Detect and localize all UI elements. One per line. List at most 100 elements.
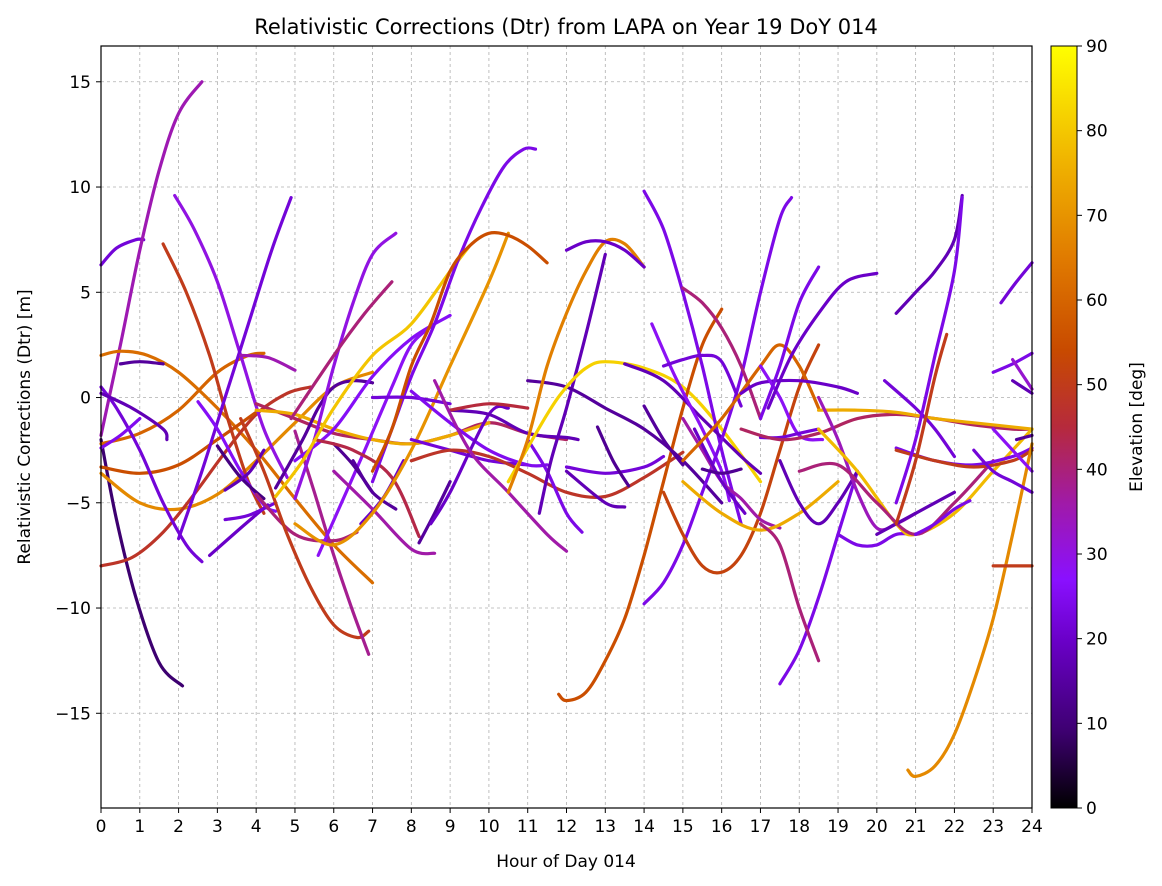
satellite-track: [1014, 433, 1034, 442]
satellite-track: [739, 378, 859, 395]
satellite-track: [623, 362, 763, 475]
x-tick-label: 16: [711, 817, 733, 837]
x-tick-label: 14: [633, 817, 655, 837]
y-axis-label: Relativistic Corrections (Dtr) [m]: [15, 289, 35, 564]
satellite-track: [778, 459, 859, 526]
satellite-track: [681, 480, 840, 532]
x-tick-label: 23: [982, 817, 1004, 837]
y-tick-label: −15: [55, 704, 91, 724]
satellite-track: [99, 80, 204, 437]
satellite-track: [1011, 358, 1034, 391]
satellite-track: [293, 231, 510, 547]
satellite-track: [118, 360, 165, 366]
colorbar-tick-label: 90: [1086, 37, 1108, 57]
satellite-track: [293, 429, 371, 656]
satellite-track: [370, 395, 452, 406]
satellite-track: [817, 408, 1034, 431]
x-tick-label: 22: [944, 817, 966, 837]
satellite-track: [223, 448, 266, 492]
satellite-track: [526, 438, 584, 534]
satellite-track: [681, 417, 782, 530]
y-tick-label: −5: [66, 494, 91, 514]
x-tick-label: 20: [866, 817, 888, 837]
colorbar: [1050, 45, 1078, 809]
y-tick-label: −10: [55, 599, 91, 619]
x-tick-label: 6: [328, 817, 339, 837]
x-tick-label: 18: [788, 817, 810, 837]
colorbar-tick-label: 10: [1086, 714, 1108, 734]
satellite-track: [758, 364, 825, 442]
satellite-track: [99, 385, 204, 564]
satellite-track: [758, 522, 821, 663]
satellite-track: [972, 448, 1034, 494]
y-tick-label: 5: [80, 283, 91, 303]
x-tick-label: 7: [367, 817, 378, 837]
x-tick-label: 15: [672, 817, 694, 837]
x-tick-label: 5: [290, 817, 301, 837]
colorbar-tick-label: 40: [1086, 460, 1108, 480]
satellite-track: [239, 417, 371, 640]
x-tick-label: 3: [212, 817, 223, 837]
x-tick-label: 24: [1021, 817, 1043, 837]
satellite-track: [642, 189, 743, 526]
x-tick-label: 11: [517, 817, 539, 837]
satellite-track: [758, 265, 821, 421]
colorbar-tick-label: 20: [1086, 630, 1108, 650]
colorbar-label: Elevation [deg]: [1127, 362, 1147, 492]
satellite-track: [906, 442, 1034, 779]
x-tick-label: 2: [173, 817, 184, 837]
chart-title: Relativistic Corrections (Dtr) from LAPA…: [254, 15, 878, 39]
y-tick-label: 0: [80, 389, 91, 409]
x-tick-label: 12: [556, 817, 578, 837]
satellite-track: [778, 469, 859, 686]
satellite-track: [766, 271, 879, 410]
colorbar-tick-label: 80: [1086, 122, 1108, 142]
satellite-track: [506, 237, 646, 494]
x-tick-label: 10: [478, 817, 500, 837]
satellite-track: [370, 231, 549, 473]
satellite-track: [332, 469, 437, 556]
x-tick-label: 4: [251, 817, 262, 837]
satellite-track: [1011, 379, 1034, 395]
satellite-track: [564, 454, 666, 475]
satellite-track: [409, 438, 530, 467]
satellite-track: [448, 408, 580, 442]
satellite-track: [595, 425, 631, 488]
satellite-track: [642, 196, 794, 606]
satellite-track: [215, 444, 266, 501]
satellite-track: [99, 349, 375, 585]
colorbar-tick-label: 60: [1086, 291, 1108, 311]
satellite-track: [537, 252, 607, 515]
satellite-track: [650, 322, 731, 503]
satellite-track: [875, 490, 956, 536]
satellite-track: [177, 196, 293, 541]
satellite-track: [661, 343, 821, 575]
satellite-track: [526, 379, 724, 505]
satellite-track: [700, 467, 743, 475]
satellite-track: [894, 193, 964, 315]
x-tick-label: 13: [594, 817, 616, 837]
x-axis-label: Hour of Day 014: [496, 852, 636, 872]
satellite-track: [316, 322, 437, 557]
satellite-track: [99, 370, 375, 512]
satellite-track: [99, 438, 185, 688]
satellite-track: [99, 391, 169, 442]
satellite-track: [289, 280, 394, 421]
x-tick-label: 21: [905, 817, 927, 837]
satellite-track: [914, 499, 972, 536]
satellite-track: [417, 480, 452, 545]
x-tick-label: 0: [96, 817, 107, 837]
satellite-track: [359, 459, 406, 526]
satellite-track: [681, 343, 821, 463]
satellite-track: [99, 385, 313, 568]
satellite-track: [661, 353, 743, 408]
satellite-track: [642, 404, 685, 467]
satellite-track: [196, 400, 278, 513]
satellite-track: [894, 196, 964, 505]
satellite-track: [239, 353, 297, 372]
satellite-track: [351, 459, 398, 511]
x-tick-label: 17: [750, 817, 772, 837]
satellite-track: [448, 402, 530, 412]
satellite-track: [99, 417, 142, 450]
satellite-track: [894, 332, 949, 526]
